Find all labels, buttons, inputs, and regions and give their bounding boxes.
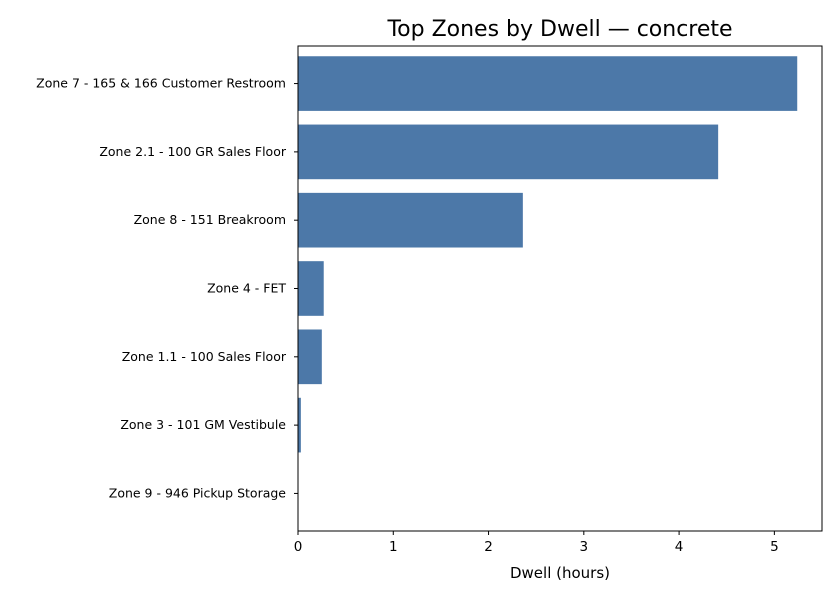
y-tick-label: Zone 2.1 - 100 GR Sales Floor (99, 144, 287, 159)
chart-title: Top Zones by Dwell — concrete (386, 17, 732, 42)
axes-layer: Zone 7 - 165 & 166 Customer Restroom Zone… (36, 45, 823, 555)
x-tick-label: 4 (675, 539, 684, 555)
plot-frame (297, 45, 823, 532)
y-tick-label: Zone 3 - 101 GM Vestibule (120, 417, 286, 432)
y-tick-label: Zone 1.1 - 100 Sales Floor (122, 349, 287, 364)
x-tick-label: 1 (389, 539, 398, 555)
y-tick-label: Zone 7 - 165 & 166 Customer Restroom (36, 76, 286, 91)
y-tick-label: Zone 9 - 946 Pickup Storage (109, 485, 287, 500)
y-tick-label: Zone 4 - FET (207, 281, 286, 296)
bar (298, 397, 301, 453)
bar (298, 192, 523, 248)
x-tick-label: 5 (770, 539, 779, 555)
x-tick-label: 2 (484, 539, 493, 555)
bars-layer (298, 56, 798, 453)
x-tick-label: 3 (580, 539, 589, 555)
bar (298, 261, 324, 316)
x-axis-label: Dwell (hours) (510, 564, 610, 582)
bar (298, 124, 719, 180)
y-tick-label: Zone 8 - 151 Breakroom (134, 212, 286, 227)
bar (298, 329, 322, 385)
bar (298, 56, 798, 111)
x-tick-label: 0 (294, 539, 303, 555)
